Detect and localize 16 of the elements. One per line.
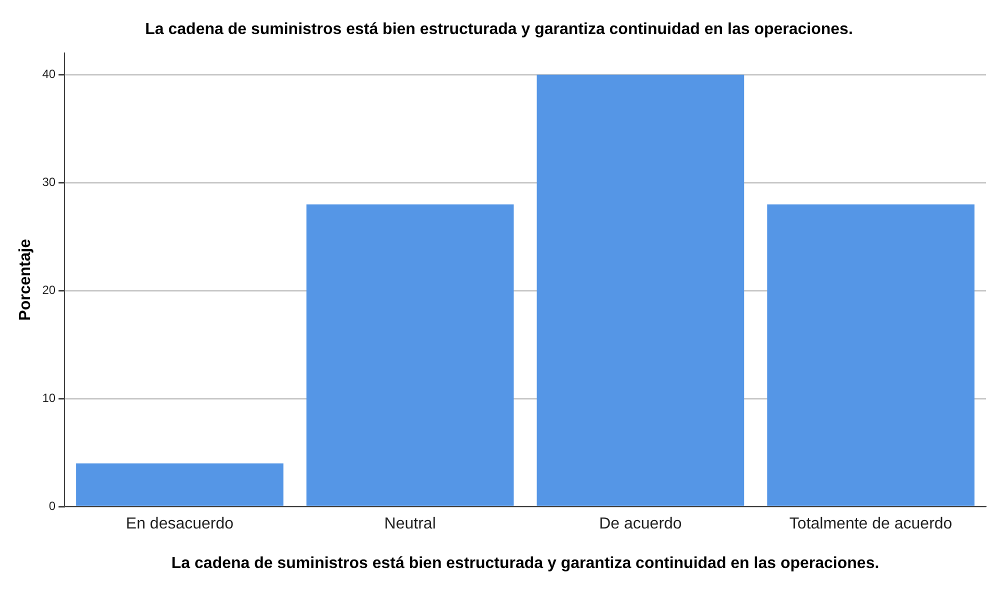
bar bbox=[306, 204, 514, 506]
y-tick-label: 40 bbox=[42, 67, 56, 82]
y-tick-label: 10 bbox=[42, 390, 56, 405]
bar bbox=[76, 463, 284, 506]
chart-title: La cadena de suministros está bien estructurada y garantiza continuidad en las operaciones. bbox=[145, 21, 853, 38]
x-tick-label: Totalmente de acuerdo bbox=[789, 516, 952, 533]
x-tick-label: En desacuerdo bbox=[126, 516, 234, 533]
bar bbox=[767, 204, 974, 506]
y-axis-title: Porcentaje bbox=[17, 238, 34, 321]
y-tick-label: 20 bbox=[42, 283, 56, 298]
x-tick-label: De acuerdo bbox=[599, 516, 682, 533]
x-axis-title: La cadena de suministros está bien estructurada y garantiza continuidad en las operaciones. bbox=[171, 554, 880, 572]
x-tick-label: Neutral bbox=[384, 516, 436, 533]
bar bbox=[536, 74, 744, 506]
y-tick-label: 30 bbox=[42, 175, 56, 190]
y-tick-label: 0 bbox=[48, 498, 56, 513]
